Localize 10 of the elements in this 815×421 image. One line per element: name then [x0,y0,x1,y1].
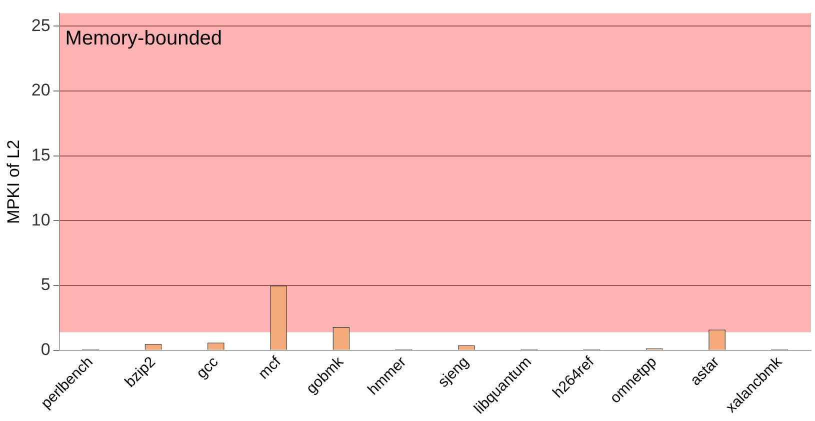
band-label: Memory-bounded [65,28,222,50]
y-tick-label: 5 [40,275,50,294]
y-tick-label: 25 [31,16,50,35]
y-tick-label: 20 [31,80,50,100]
x-tick-label: gcc [193,353,222,382]
y-axis-title: MPKI of L2 [4,140,23,224]
y-tick-label: 10 [31,210,50,230]
y-tick-label: 15 [31,146,50,165]
y-tick-label: 0 [40,340,50,360]
x-tick-label: mcf [255,352,285,383]
